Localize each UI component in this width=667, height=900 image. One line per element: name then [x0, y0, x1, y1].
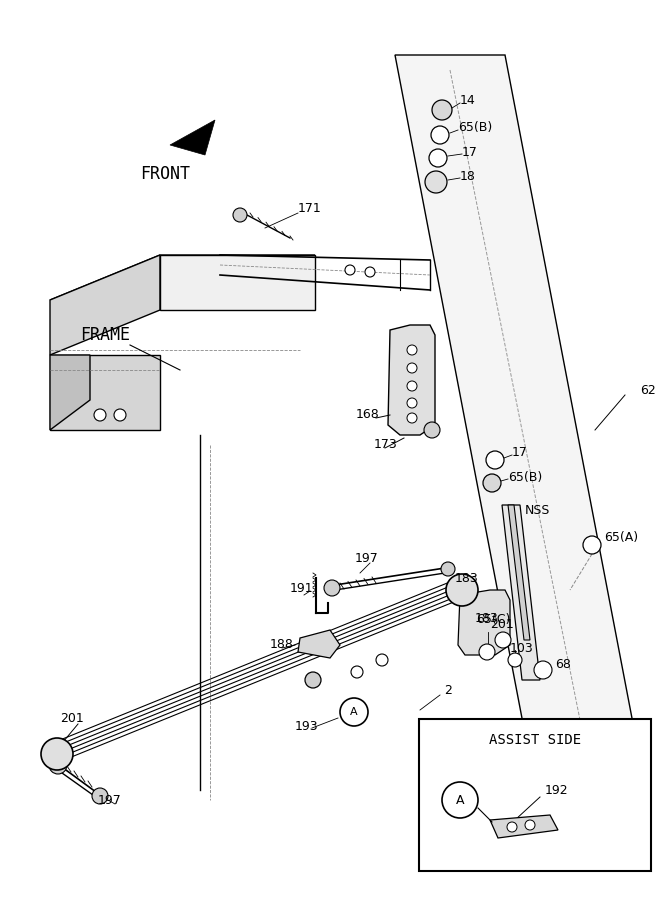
Polygon shape — [458, 590, 510, 655]
FancyBboxPatch shape — [419, 719, 651, 871]
Text: 68: 68 — [555, 659, 571, 671]
Circle shape — [92, 788, 108, 804]
Circle shape — [407, 381, 417, 391]
Circle shape — [365, 267, 375, 277]
Text: NSS: NSS — [525, 503, 550, 517]
Text: 17: 17 — [462, 146, 478, 158]
Text: 183: 183 — [455, 572, 479, 584]
Circle shape — [324, 580, 340, 596]
Text: 62: 62 — [640, 383, 656, 397]
Text: 65(B): 65(B) — [458, 122, 492, 134]
Text: 103: 103 — [510, 642, 534, 654]
Circle shape — [41, 738, 73, 770]
Circle shape — [432, 100, 452, 120]
Circle shape — [345, 265, 355, 275]
Circle shape — [508, 653, 522, 667]
Text: 2: 2 — [444, 683, 452, 697]
Circle shape — [486, 451, 504, 469]
Circle shape — [425, 171, 447, 193]
Polygon shape — [508, 505, 530, 640]
Text: 14: 14 — [460, 94, 476, 106]
Circle shape — [495, 632, 511, 648]
Circle shape — [233, 208, 247, 222]
Text: 183: 183 — [475, 611, 499, 625]
Text: ASSIST SIDE: ASSIST SIDE — [489, 733, 581, 747]
Polygon shape — [50, 355, 160, 430]
Circle shape — [305, 672, 321, 688]
Text: 201: 201 — [60, 712, 84, 724]
Circle shape — [442, 782, 478, 818]
Text: FRAME: FRAME — [80, 326, 130, 344]
Text: A: A — [456, 794, 464, 806]
Text: A: A — [350, 707, 358, 717]
Polygon shape — [50, 355, 90, 430]
Text: 192: 192 — [545, 784, 569, 796]
Text: 65(A): 65(A) — [604, 532, 638, 544]
Polygon shape — [388, 325, 435, 435]
Text: 65(C): 65(C) — [476, 614, 510, 626]
Polygon shape — [490, 815, 558, 838]
Circle shape — [446, 574, 478, 606]
Text: 173: 173 — [374, 438, 398, 452]
Polygon shape — [395, 55, 640, 760]
Text: 188: 188 — [270, 638, 294, 652]
Circle shape — [340, 698, 368, 726]
Text: 201: 201 — [490, 618, 514, 632]
Text: 197: 197 — [98, 794, 122, 806]
Circle shape — [483, 474, 501, 492]
Circle shape — [507, 822, 517, 832]
Circle shape — [424, 422, 440, 438]
Text: 191: 191 — [290, 581, 313, 595]
Text: 197: 197 — [355, 552, 379, 564]
Polygon shape — [502, 505, 540, 680]
Text: FRONT: FRONT — [140, 165, 190, 183]
Text: 168: 168 — [356, 409, 380, 421]
Circle shape — [431, 126, 449, 144]
Circle shape — [429, 149, 447, 167]
Circle shape — [407, 413, 417, 423]
Circle shape — [94, 409, 106, 421]
Circle shape — [534, 661, 552, 679]
Polygon shape — [50, 255, 160, 355]
Circle shape — [49, 756, 67, 774]
Text: 193: 193 — [295, 719, 319, 733]
Circle shape — [376, 654, 388, 666]
Circle shape — [583, 536, 601, 554]
Circle shape — [525, 820, 535, 830]
Circle shape — [351, 666, 363, 678]
Circle shape — [407, 398, 417, 408]
Text: 17: 17 — [512, 446, 528, 460]
Circle shape — [407, 345, 417, 355]
Text: 18: 18 — [460, 169, 476, 183]
Text: 171: 171 — [298, 202, 321, 214]
Text: 65(B): 65(B) — [508, 471, 542, 483]
Circle shape — [441, 562, 455, 576]
Circle shape — [114, 409, 126, 421]
Circle shape — [407, 363, 417, 373]
Polygon shape — [170, 120, 215, 155]
Polygon shape — [298, 630, 340, 658]
Circle shape — [479, 644, 495, 660]
Polygon shape — [50, 255, 315, 300]
Polygon shape — [160, 255, 315, 310]
